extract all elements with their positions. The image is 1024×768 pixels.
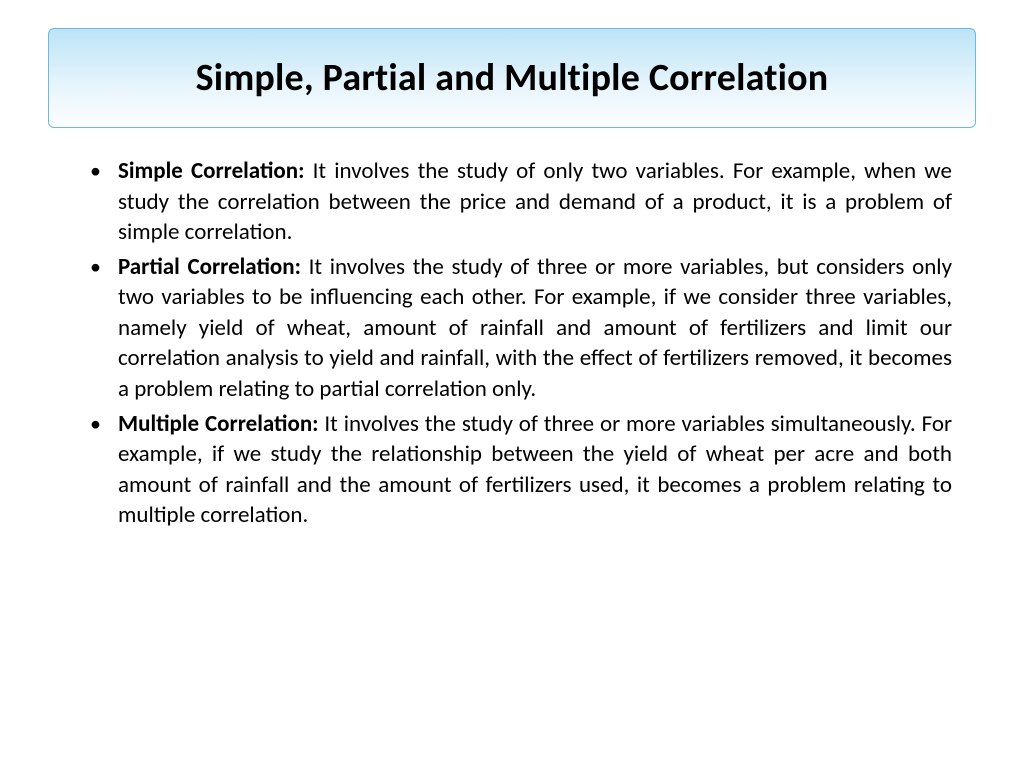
bullet-list: Simple Correlation: It involves the stud… (90, 156, 952, 531)
term-label: Partial Correlation: (118, 253, 301, 281)
list-item: Multiple Correlation: It involves the st… (90, 409, 952, 531)
content-area: Simple Correlation: It involves the stud… (48, 156, 976, 531)
list-item: Partial Correlation: It involves the stu… (90, 252, 952, 405)
title-box: Simple, Partial and Multiple Correlation (48, 28, 976, 128)
slide-container: Simple, Partial and Multiple Correlation… (0, 0, 1024, 768)
term-label: Simple Correlation: (118, 157, 304, 185)
term-label: Multiple Correlation: (118, 410, 319, 438)
slide-title: Simple, Partial and Multiple Correlation (69, 55, 955, 101)
list-item: Simple Correlation: It involves the stud… (90, 156, 952, 248)
